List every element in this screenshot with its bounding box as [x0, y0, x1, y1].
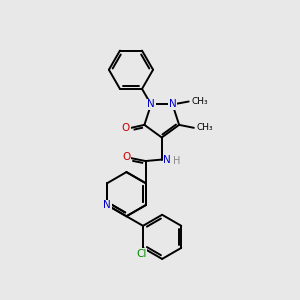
Text: O: O [122, 152, 130, 162]
Text: N: N [163, 154, 171, 165]
Text: H: H [173, 156, 181, 166]
Text: CH₃: CH₃ [197, 123, 213, 132]
Text: N: N [147, 100, 155, 110]
Text: Cl: Cl [136, 249, 147, 259]
Text: N: N [103, 200, 111, 210]
Text: N: N [169, 100, 176, 110]
Text: CH₃: CH₃ [192, 97, 208, 106]
Text: O: O [122, 123, 130, 133]
